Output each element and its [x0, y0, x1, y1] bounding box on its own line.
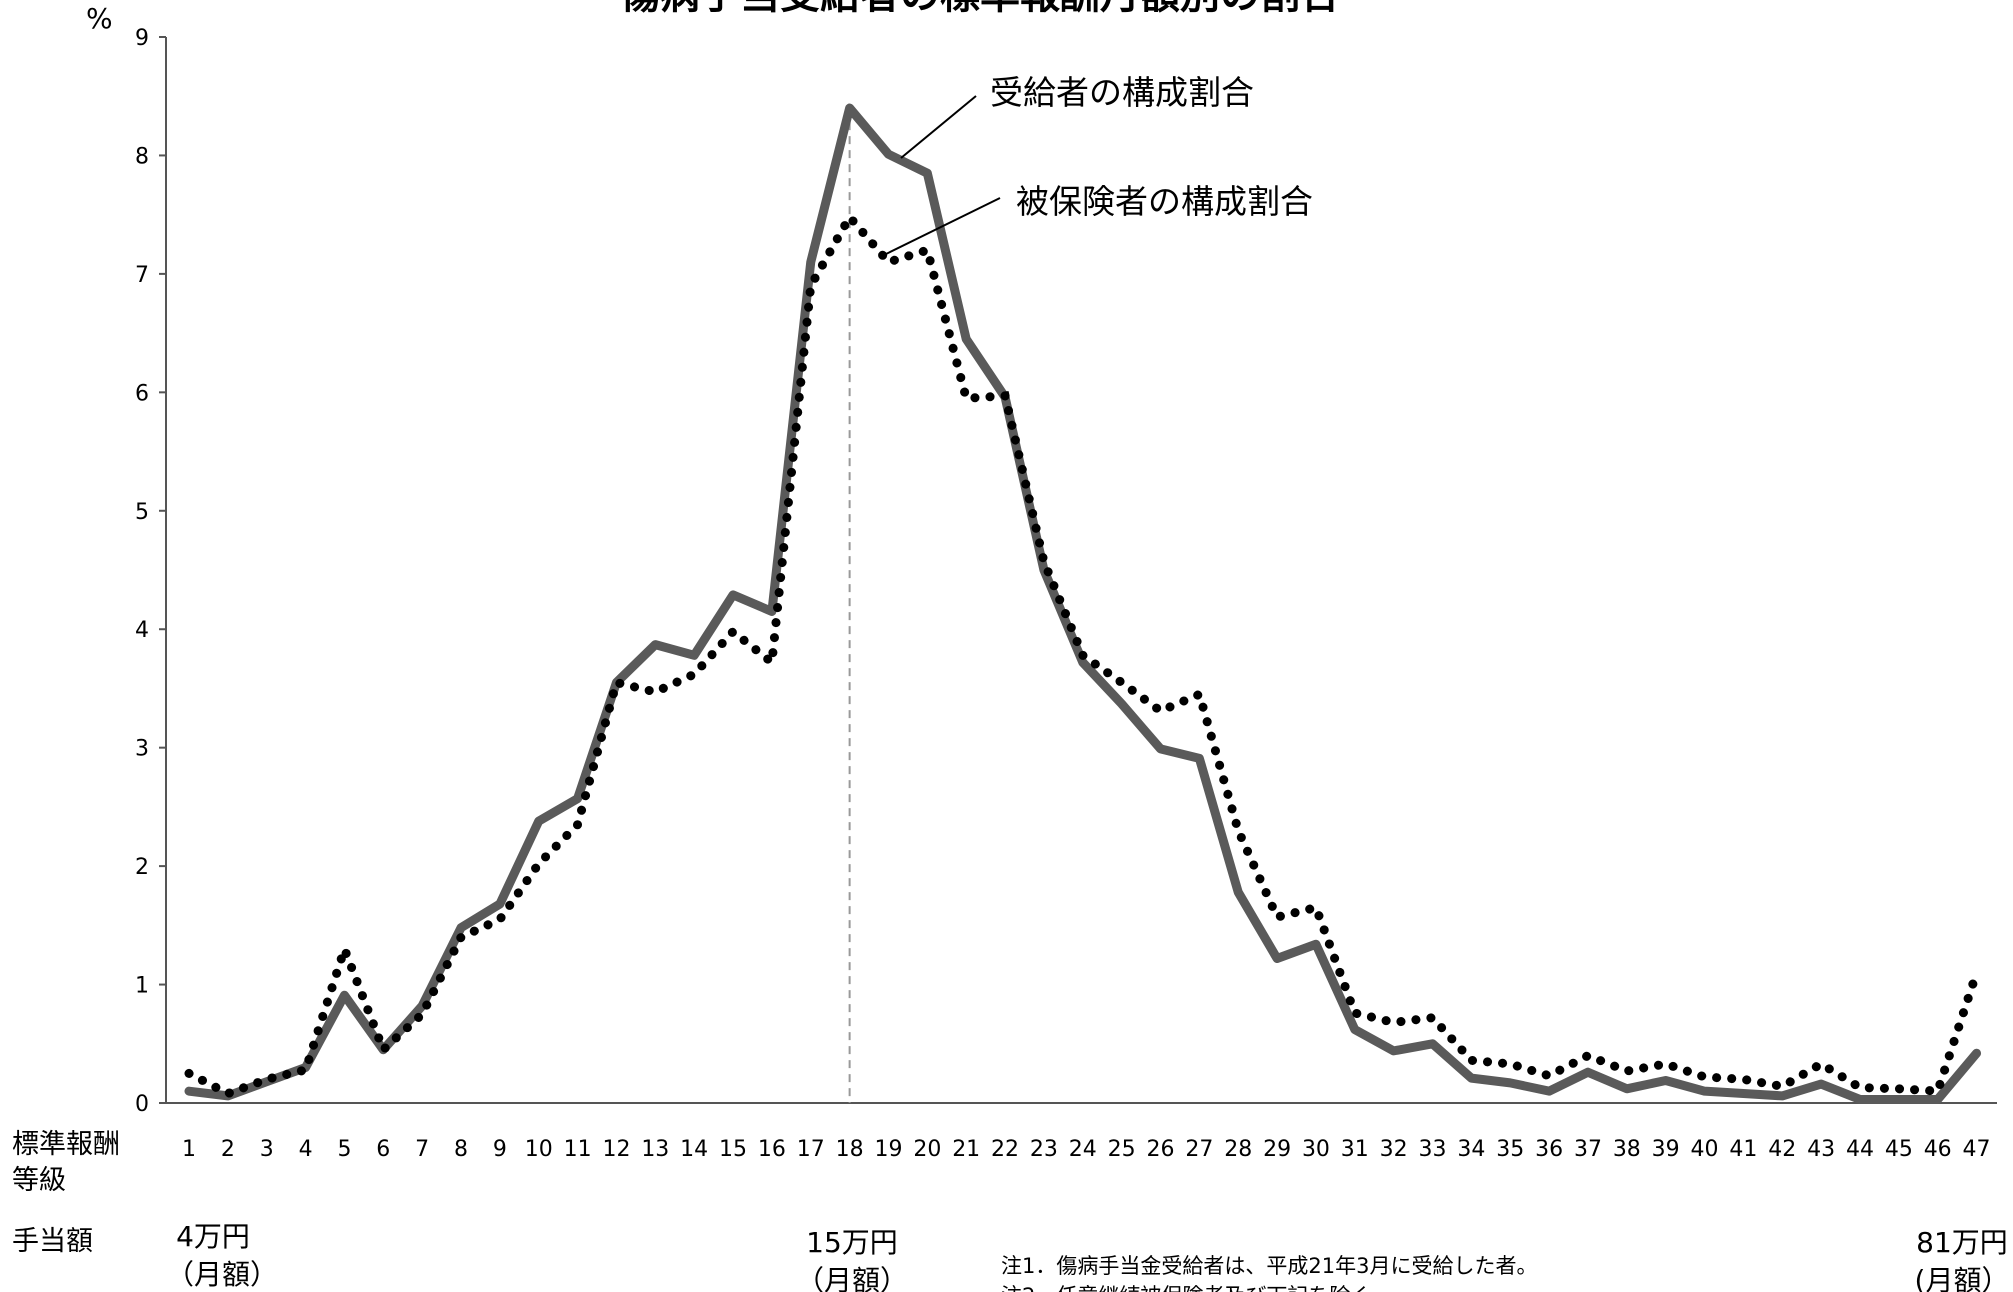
series-line-insured — [184, 209, 1982, 1099]
x-tick-label: 22 — [991, 1137, 1019, 1162]
y-tick-label: 5 — [135, 500, 149, 525]
x-tick-label: 8 — [454, 1137, 468, 1162]
x-tick-label: 11 — [564, 1137, 592, 1162]
x-tick-label: 23 — [1030, 1137, 1058, 1162]
x-tick-label: 21 — [952, 1137, 980, 1162]
annotation-leader-recipients — [900, 95, 977, 159]
x-tick-label: 33 — [1419, 1137, 1447, 1162]
x-tick-label: 2 — [221, 1137, 235, 1162]
x-tick-label: 47 — [1963, 1137, 1991, 1162]
x-tick-label: 6 — [376, 1137, 390, 1162]
x-tick-label: 31 — [1341, 1137, 1369, 1162]
x-tick-label: 36 — [1535, 1137, 1563, 1162]
x-tick-label: 20 — [913, 1137, 941, 1162]
y-tick-label: 9 — [135, 26, 149, 51]
y-axis-label: % — [86, 2, 113, 35]
x-tick-label: 34 — [1457, 1137, 1485, 1162]
x-tick-label: 28 — [1224, 1137, 1252, 1162]
x-tick-label: 41 — [1729, 1137, 1757, 1162]
x-tick-label: 26 — [1147, 1137, 1175, 1162]
benefit-amount-grade-47: 81万円 — [1916, 1226, 2008, 1259]
x-tick-label: 14 — [680, 1137, 708, 1162]
y-tick-label: 3 — [135, 737, 149, 762]
y-tick-label: 7 — [135, 263, 149, 288]
benefit-amount-grade-1: 4万円 — [176, 1220, 250, 1253]
x-tick-label: 7 — [415, 1137, 429, 1162]
x-tick-label: 29 — [1263, 1137, 1291, 1162]
annotation-insured: 被保険者の構成割合 — [1016, 182, 1313, 221]
benefit-note-grade-47: (月額） — [1915, 1264, 2010, 1292]
y-tick-label: 6 — [135, 381, 149, 406]
x-tick-label: 4 — [299, 1137, 313, 1162]
annotation-recipients: 受給者の構成割合 — [990, 73, 1254, 112]
x-tick-label: 10 — [525, 1137, 553, 1162]
x-tick-label: 17 — [797, 1137, 825, 1162]
x-axis-label-line2: 等級 — [12, 1165, 66, 1196]
benefit-note-grade-1: （月額） — [166, 1258, 278, 1291]
x-axis-label-line1: 標準報酬 — [12, 1129, 120, 1160]
x-tick-label: 45 — [1885, 1137, 1913, 1162]
x-tick-label: 46 — [1924, 1137, 1952, 1162]
x-tick-label: 16 — [758, 1137, 786, 1162]
x-tick-label: 5 — [337, 1137, 351, 1162]
benefit-amount-grade-18: 15万円 — [806, 1226, 898, 1259]
x-tick-label: 35 — [1496, 1137, 1524, 1162]
y-tick-label: 4 — [135, 618, 149, 643]
x-tick-label: 38 — [1613, 1137, 1641, 1162]
y-tick-label: 1 — [135, 974, 149, 999]
x-tick-label: 15 — [719, 1137, 747, 1162]
x-tick-label: 42 — [1768, 1137, 1796, 1162]
x-tick-label: 18 — [836, 1137, 864, 1162]
y-tick-label: 0 — [135, 1092, 149, 1117]
x-tick-label: 44 — [1846, 1137, 1874, 1162]
y-tick-label: 2 — [135, 855, 149, 880]
x-tick-label: 25 — [1108, 1137, 1136, 1162]
x-tick-label: 32 — [1380, 1137, 1408, 1162]
x-tick-label: 19 — [874, 1137, 902, 1162]
benefit-row-label: 手当額 — [12, 1226, 93, 1257]
x-tick-label: 9 — [493, 1137, 507, 1162]
y-tick-label: 8 — [135, 144, 149, 169]
x-tick-label: 30 — [1302, 1137, 1330, 1162]
benefit-note-grade-18: （月額） — [796, 1264, 908, 1292]
x-tick-label: 37 — [1574, 1137, 1602, 1162]
chart-title: 傷病手当受給者の標準報酬月額別の割合 — [619, 0, 1340, 18]
footnote-2: 注2．任意継続被保険者及び下記を除く — [1001, 1284, 1371, 1292]
x-tick-label: 24 — [1069, 1137, 1097, 1162]
x-tick-label: 27 — [1185, 1137, 1213, 1162]
x-tick-label: 12 — [602, 1137, 630, 1162]
x-tick-label: 1 — [182, 1137, 196, 1162]
x-tick-label: 3 — [260, 1137, 274, 1162]
footnote-1: 注1．傷病手当金受給者は、平成21年3月に受給した者。 — [1001, 1254, 1537, 1278]
series-line-recipients — [184, 103, 1982, 1104]
x-tick-label: 39 — [1652, 1137, 1680, 1162]
annotation-leader-insured — [883, 197, 1001, 256]
x-tick-label: 13 — [641, 1137, 669, 1162]
x-tick-label: 43 — [1807, 1137, 1835, 1162]
x-tick-label: 40 — [1691, 1137, 1719, 1162]
